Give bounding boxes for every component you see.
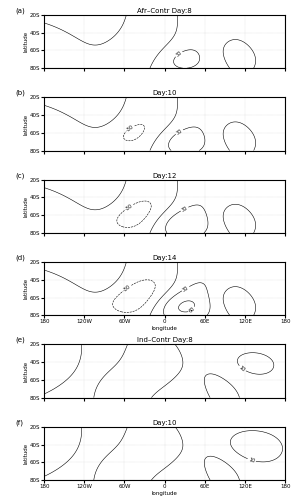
Y-axis label: latitude: latitude [23,196,28,217]
Y-axis label: latitude: latitude [23,360,28,382]
Text: 10: 10 [248,457,255,464]
Text: 30: 30 [181,206,188,212]
X-axis label: longitude: longitude [152,490,178,496]
Text: 30: 30 [182,285,190,292]
Text: (e): (e) [15,337,25,344]
Text: (f): (f) [15,420,23,426]
Title: Ind–Contr Day:8: Ind–Contr Day:8 [137,338,193,344]
Title: Day:12: Day:12 [153,172,177,178]
Text: 30: 30 [175,50,183,58]
X-axis label: longitude: longitude [152,326,178,331]
Title: Day:10: Day:10 [152,90,177,96]
Text: (a): (a) [15,8,25,14]
Text: -30: -30 [122,284,132,292]
Text: 30: 30 [175,128,183,136]
Y-axis label: latitude: latitude [23,114,28,134]
Title: Day:14: Day:14 [153,255,177,261]
Text: (c): (c) [15,172,24,178]
Title: Day:10: Day:10 [152,420,177,426]
Text: (b): (b) [15,90,25,96]
Y-axis label: latitude: latitude [23,278,28,299]
Text: -30: -30 [126,124,135,133]
Text: (d): (d) [15,254,25,261]
Title: Afr–Contr Day:8: Afr–Contr Day:8 [137,8,192,14]
Text: 10: 10 [238,364,246,372]
Text: 60: 60 [188,306,196,314]
Text: -30: -30 [124,203,134,211]
Y-axis label: latitude: latitude [23,31,28,52]
Y-axis label: latitude: latitude [23,443,28,464]
